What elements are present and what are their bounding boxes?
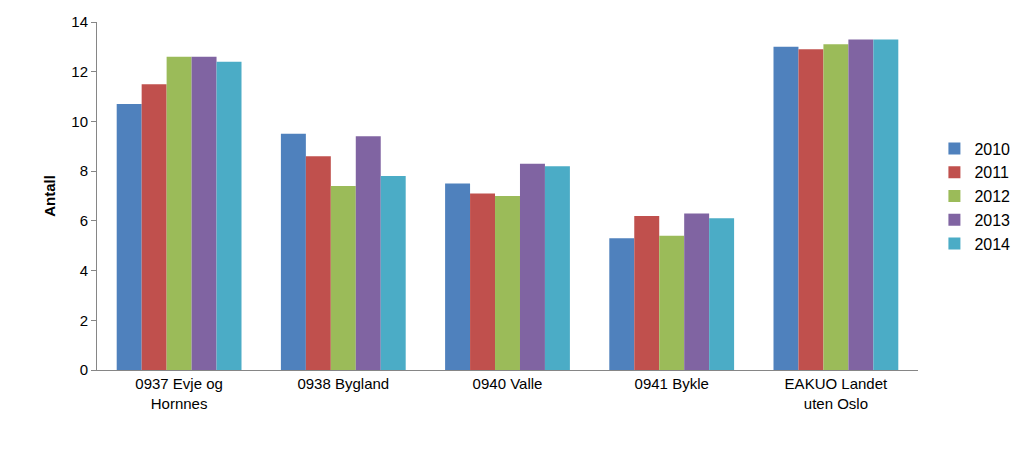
svg-text:14: 14: [71, 13, 88, 30]
svg-text:Antall: Antall: [41, 175, 58, 217]
svg-text:0941 Bykle: 0941 Bykle: [635, 375, 709, 392]
svg-text:2012: 2012: [974, 188, 1010, 205]
svg-text:EAKUO Landetuten Oslo: EAKUO Landetuten Oslo: [785, 375, 888, 412]
svg-text:8: 8: [80, 162, 88, 179]
svg-text:2010: 2010: [974, 141, 1010, 158]
svg-text:0937 Evje ogHornnes: 0937 Evje ogHornnes: [135, 375, 223, 412]
svg-text:0: 0: [80, 361, 88, 378]
svg-text:2014: 2014: [974, 236, 1010, 253]
svg-text:0940 Valle: 0940 Valle: [473, 375, 543, 392]
svg-text:2011: 2011: [974, 164, 1009, 181]
svg-text:2: 2: [80, 312, 88, 329]
svg-text:2013: 2013: [974, 212, 1010, 229]
svg-text:0938 Bygland: 0938 Bygland: [297, 375, 389, 392]
svg-text:4: 4: [80, 262, 88, 279]
svg-text:6: 6: [80, 212, 88, 229]
svg-text:12: 12: [71, 63, 88, 80]
svg-text:10: 10: [71, 113, 88, 130]
